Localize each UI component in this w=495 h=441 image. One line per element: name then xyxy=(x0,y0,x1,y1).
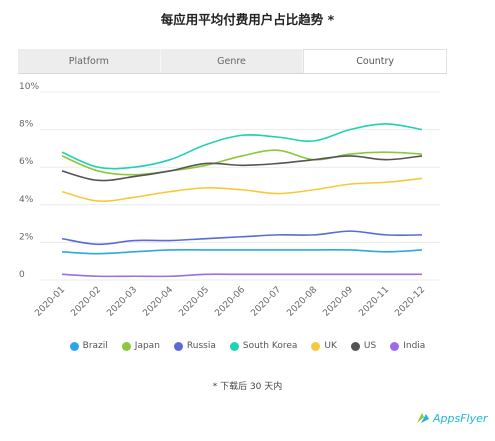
tab-bar: Platform Genre Country xyxy=(18,49,448,74)
legend-label: UK xyxy=(324,341,337,351)
x-tick-label: 2020-06 xyxy=(213,285,247,319)
legend-item-brazil[interactable]: Brazil xyxy=(69,341,108,351)
y-tick-label: 2% xyxy=(19,232,34,242)
legend-item-russia[interactable]: Russia xyxy=(173,341,216,351)
legend-item-india[interactable]: India xyxy=(390,341,425,351)
x-tick-label: 2020-03 xyxy=(105,285,139,319)
series-line-uk xyxy=(61,177,423,203)
x-tick-label: 2020-01 xyxy=(33,285,67,319)
appsflyer-logo-icon xyxy=(417,413,429,423)
y-tick-label: 6% xyxy=(19,157,34,167)
y-tick-label: 0 xyxy=(19,270,25,280)
legend-item-us[interactable]: US xyxy=(350,341,377,351)
line-chart: 0 2% 4% 6% 8% 10% 2020-01 2020-02 2020-03 2020-04… xyxy=(19,82,440,319)
chart-title: 每应用平均付费用户占比趋势 * xyxy=(160,12,335,27)
x-tick-label: 2020-11 xyxy=(357,285,391,319)
legend-marker xyxy=(121,341,131,351)
y-tick-label: 8% xyxy=(19,120,34,130)
series-line-russia xyxy=(61,230,423,246)
logo-text: AppsFlyer xyxy=(433,411,488,425)
legend-marker xyxy=(311,341,321,351)
series-line-india xyxy=(61,273,422,278)
x-tick-label: 2020-07 xyxy=(249,285,283,319)
series-line-south-korea xyxy=(61,123,423,170)
x-tick-label: 2020-02 xyxy=(69,285,103,319)
legend-item-japan[interactable]: Japan xyxy=(121,341,160,351)
legend-label: Brazil xyxy=(82,341,108,351)
legend-item-south-korea[interactable]: South Korea xyxy=(229,341,298,351)
legend-marker xyxy=(229,341,239,351)
legend-marker xyxy=(173,341,183,351)
x-tick-label: 2020-09 xyxy=(321,285,355,319)
legend-marker xyxy=(69,341,79,351)
y-tick-label: 4% xyxy=(19,195,34,205)
y-tick-label: 10% xyxy=(19,82,39,92)
footnote: * 下载后 30 天内 xyxy=(212,382,283,392)
legend-label: Japan xyxy=(134,341,160,351)
tab-platform[interactable]: Platform xyxy=(18,49,161,73)
tab-country[interactable]: Country xyxy=(303,49,448,73)
legend-label: South Korea xyxy=(242,341,298,351)
legend-label: US xyxy=(363,341,377,351)
series-line-us xyxy=(61,155,423,182)
chart-legend: Brazil Japan Russia South Korea UK US India xyxy=(0,341,495,351)
legend-marker xyxy=(390,341,400,351)
legend-item-uk[interactable]: UK xyxy=(311,341,337,351)
series-line-japan xyxy=(61,149,423,176)
x-tick-label: 2020-12 xyxy=(393,285,427,319)
series-line-brazil xyxy=(61,248,423,255)
x-tick-label: 2020-08 xyxy=(285,285,319,319)
legend-label: India xyxy=(403,341,426,351)
tab-genre[interactable]: Genre xyxy=(160,49,304,73)
x-tick-label: 2020-05 xyxy=(177,285,211,319)
legend-label: Russia xyxy=(186,341,216,351)
x-tick-label: 2020-04 xyxy=(141,285,175,319)
appsflyer-logo: AppsFlyer xyxy=(415,411,487,425)
legend-marker xyxy=(350,341,360,351)
